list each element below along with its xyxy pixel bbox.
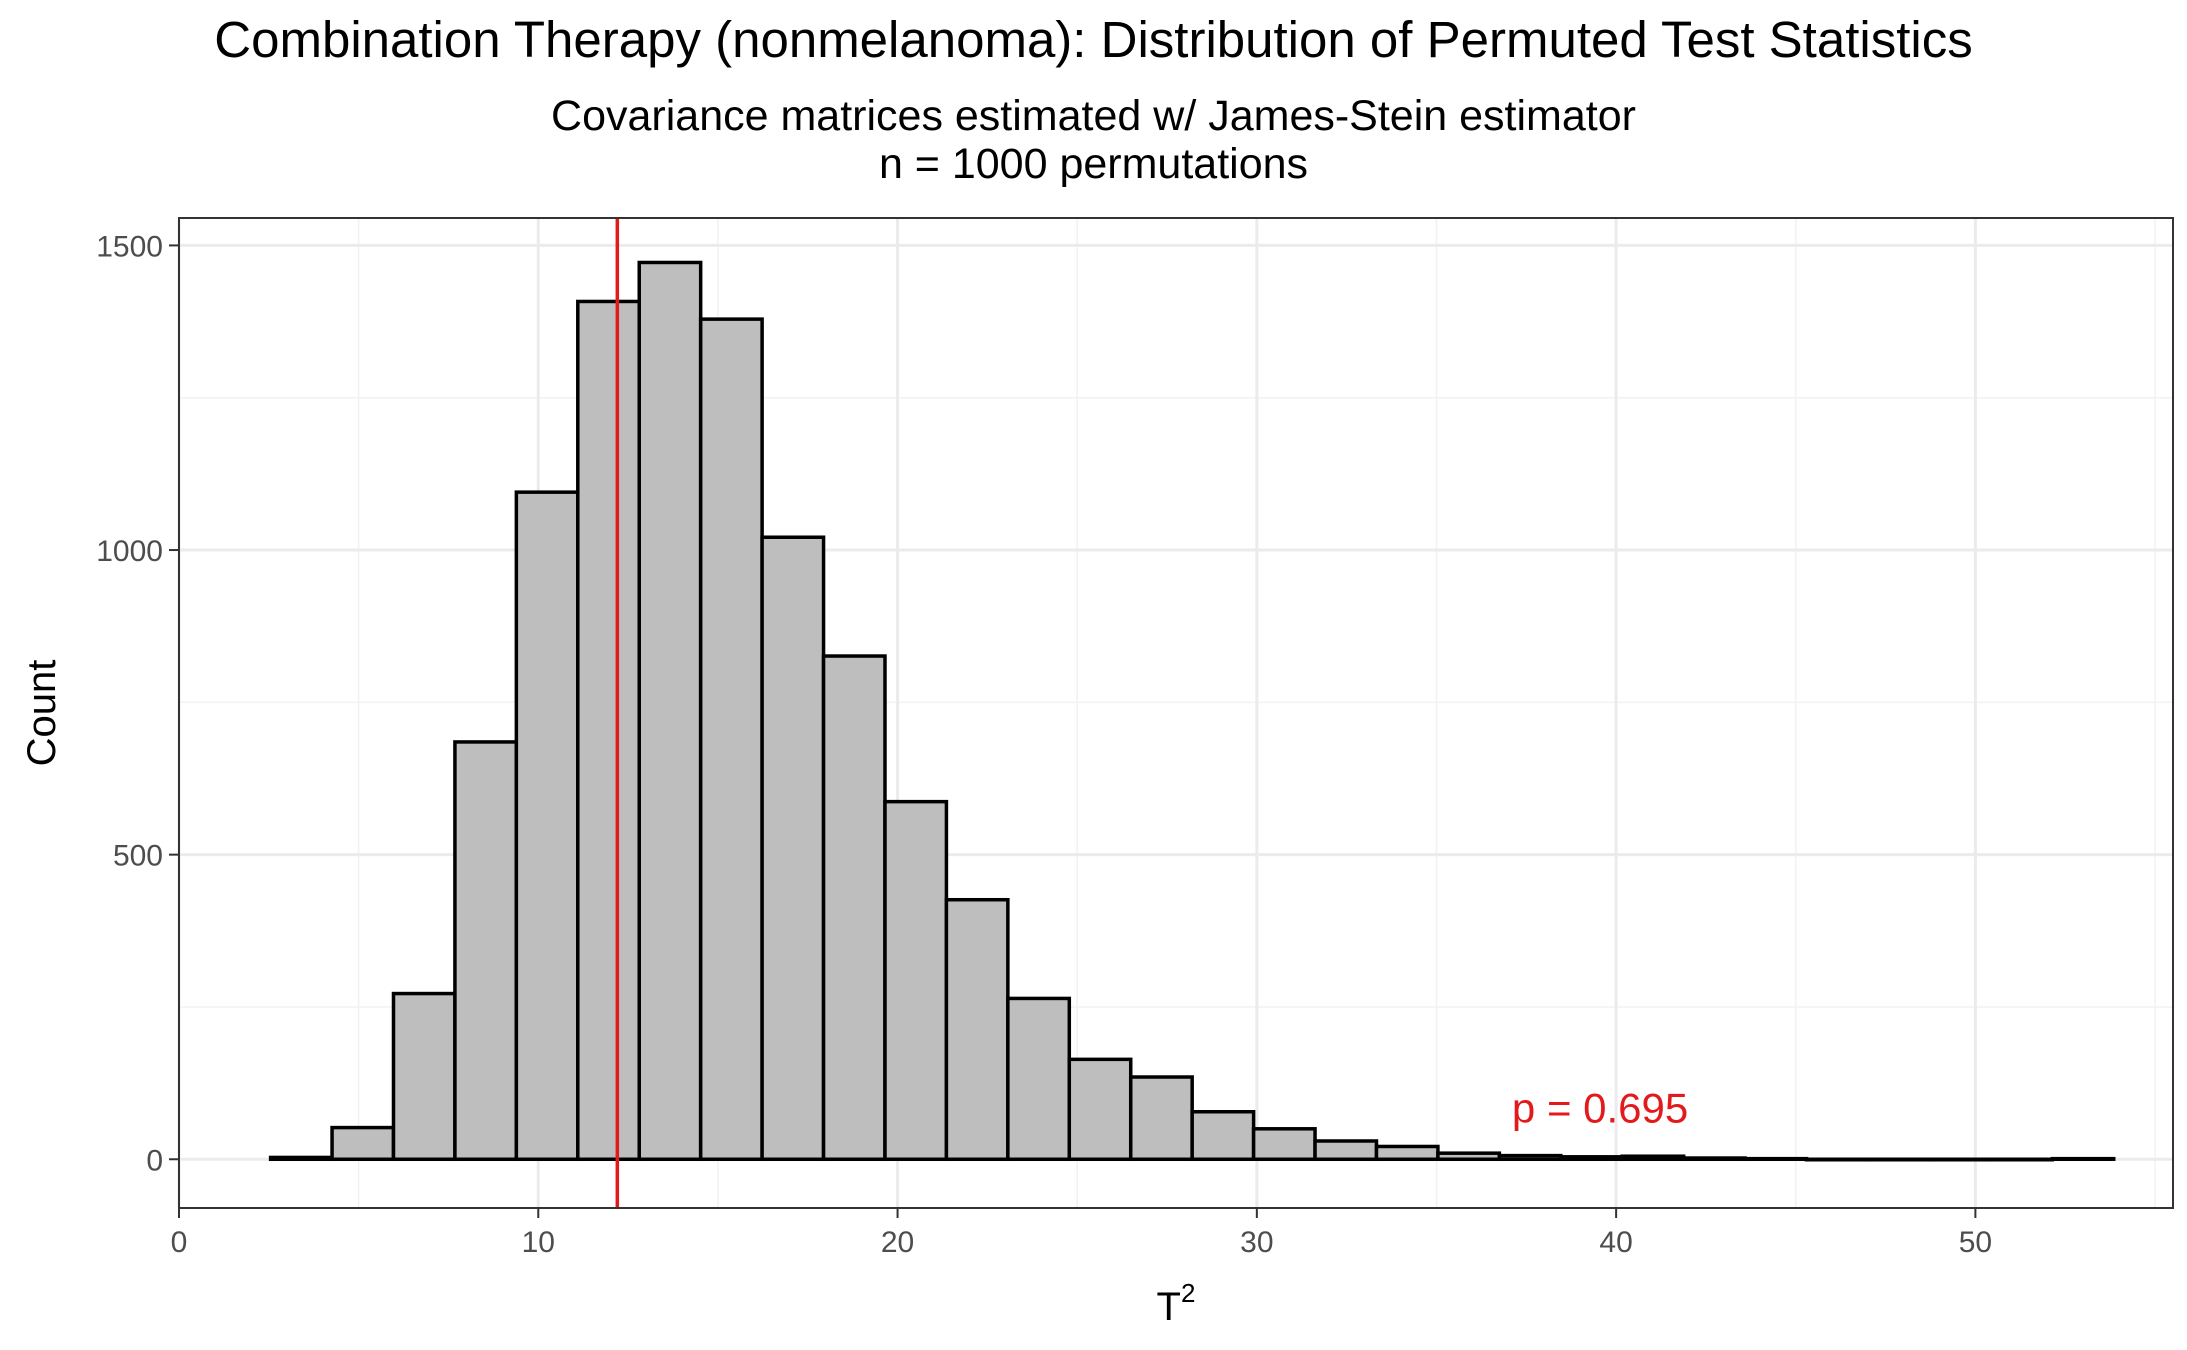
histogram-bar	[760, 535, 826, 1162]
histogram-bar	[1313, 1139, 1379, 1162]
histogram-bar	[1681, 1156, 1747, 1162]
histogram-bar	[1497, 1153, 1563, 1162]
histogram-bar	[883, 799, 949, 1162]
y-tick-label: 500	[113, 840, 163, 873]
histogram-bar	[1251, 1127, 1317, 1162]
x-axis-title-base: T	[1157, 1285, 1181, 1329]
histogram-bar	[1743, 1156, 1809, 1162]
histogram-bar	[514, 490, 580, 1162]
y-tick-label: 0	[146, 1144, 163, 1177]
histogram-bar	[1436, 1151, 1502, 1162]
histogram-bar	[1866, 1157, 1932, 1162]
histogram-bar	[637, 260, 703, 1162]
histogram-bars	[268, 260, 2116, 1162]
chart-subtitle-line-1: Covariance matrices estimated w/ James-S…	[551, 92, 1636, 140]
histogram-bar	[1128, 1075, 1194, 1162]
histogram-bar	[453, 740, 519, 1162]
y-tick-label: 1000	[96, 535, 163, 568]
histogram-bar	[1559, 1155, 1624, 1162]
histogram-bar	[576, 299, 641, 1162]
x-tick-label: 0	[171, 1226, 188, 1259]
histogram-bar	[1620, 1154, 1686, 1162]
x-axis-title-superscript: 2	[1181, 1278, 1195, 1308]
chart-subtitle-line-2: n = 1000 permutations	[878, 140, 1309, 188]
histogram-bar	[268, 1155, 334, 1162]
x-axis-title: T2	[1157, 1278, 1196, 1329]
histogram-bar	[330, 1125, 396, 1162]
x-tick-label: 10	[522, 1226, 555, 1259]
histogram-bar	[1804, 1157, 1870, 1162]
histogram-bar	[1067, 1057, 1133, 1162]
histogram-bar	[944, 897, 1010, 1162]
histogram-bar	[821, 654, 887, 1162]
histogram-bar	[1927, 1157, 1993, 1162]
histogram-bar	[1190, 1109, 1256, 1162]
histogram-bar	[1374, 1144, 1440, 1162]
histogram-bar	[391, 991, 457, 1162]
y-tick-label: 1500	[96, 230, 163, 263]
x-tick-label: 30	[1240, 1226, 1273, 1259]
chart-title: Combination Therapy (nonmelanoma): Distr…	[214, 11, 1973, 68]
histogram-bar	[1006, 996, 1072, 1162]
histogram-bar	[698, 317, 764, 1162]
x-tick-label: 20	[881, 1226, 914, 1259]
p-value-annotation: p = 0.695	[1512, 1085, 1688, 1132]
histogram-bar	[2050, 1156, 2116, 1162]
y-axis-title: Count	[20, 660, 64, 767]
axis-ticks	[169, 244, 1977, 1218]
x-tick-label: 50	[1959, 1226, 1992, 1259]
panel-border	[178, 217, 2174, 1209]
x-tick-label: 40	[1599, 1226, 1632, 1259]
histogram-bar	[1989, 1157, 2055, 1162]
